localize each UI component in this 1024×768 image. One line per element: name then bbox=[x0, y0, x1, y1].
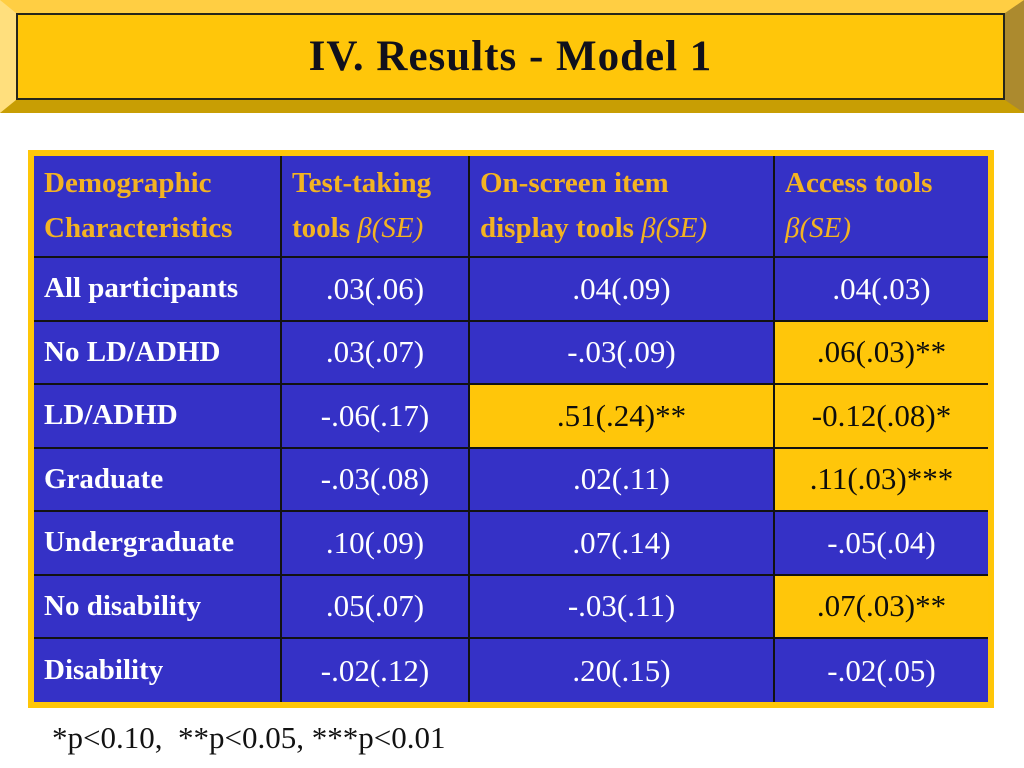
table-cell: .04(.09) bbox=[468, 256, 775, 322]
header-line2: Characteristics bbox=[44, 212, 233, 244]
header-line1: Test-taking bbox=[292, 167, 432, 200]
table-cell: -.06(.17) bbox=[280, 383, 470, 449]
table-cell: .04(.03) bbox=[773, 256, 992, 322]
row-label: No disability bbox=[30, 573, 282, 640]
table-cell: .07(.14) bbox=[468, 510, 775, 576]
header-line1: Access tools bbox=[785, 167, 933, 200]
header-line1: Demographic bbox=[44, 167, 212, 200]
title-banner: IV. Results - Model 1 bbox=[0, 0, 1024, 113]
col-header-test-taking-tools: Test-taking tools β(SE) bbox=[280, 152, 470, 258]
table-cell: -.02(.05) bbox=[773, 637, 992, 706]
table-row: Disability -.02(.12) .20(.15) -.02(.05) bbox=[30, 637, 992, 706]
table-cell: -.03(.08) bbox=[280, 446, 470, 513]
table-cell: .02(.11) bbox=[468, 446, 775, 513]
table-cell: .05(.07) bbox=[280, 573, 470, 640]
col-header-demographic-characteristics: Demographic Characteristics bbox=[30, 152, 282, 258]
results-table: Demographic Characteristics Test-taking to… bbox=[28, 150, 994, 708]
row-label: No LD/ADHD bbox=[30, 319, 282, 386]
col-header-access-tools: Access tools β(SE) bbox=[773, 152, 992, 258]
table-row: No LD/ADHD .03(.07) -.03(.09) .06(.03)** bbox=[30, 319, 992, 386]
col-header-on-screen-item-display-tools: On-screen item display tools β(SE) bbox=[468, 152, 775, 258]
table-cell: .51(.24)** bbox=[468, 383, 775, 449]
table-cell: -.03(.09) bbox=[468, 319, 775, 386]
header-line1: On-screen item bbox=[480, 167, 669, 200]
table-cell: .07(.03)** bbox=[773, 573, 992, 640]
significance-footnote: *p<0.10, **p<0.05, ***p<0.01 bbox=[52, 720, 446, 755]
header-line2: tools bbox=[292, 212, 358, 244]
row-label: Disability bbox=[30, 637, 282, 706]
table-row: Undergraduate .10(.09) .07(.14) -.05(.04… bbox=[30, 510, 992, 576]
table-row: Graduate -.03(.08) .02(.11) .11(.03)*** bbox=[30, 446, 992, 513]
table-cell: .06(.03)** bbox=[773, 319, 992, 386]
slide-title: IV. Results - Model 1 bbox=[308, 33, 713, 80]
row-label: All participants bbox=[30, 256, 282, 322]
title-banner-face: IV. Results - Model 1 bbox=[16, 13, 1005, 100]
row-label: LD/ADHD bbox=[30, 383, 282, 449]
table-cell: .20(.15) bbox=[468, 637, 775, 706]
table-cell: .11(.03)*** bbox=[773, 446, 992, 513]
table-cell: .03(.06) bbox=[280, 256, 470, 322]
table-cell: -.03(.11) bbox=[468, 573, 775, 640]
row-label: Graduate bbox=[30, 446, 282, 513]
beta-se-label: β(SE) bbox=[357, 212, 424, 244]
table-row: No disability .05(.07) -.03(.11) .07(.03… bbox=[30, 573, 992, 640]
table-row: All participants .03(.06) .04(.09) .04(.… bbox=[30, 256, 992, 322]
header-row: Demographic Characteristics Test-taking to… bbox=[30, 152, 992, 258]
table-cell: -.05(.04) bbox=[773, 510, 992, 576]
table-cell: -0.12(.08)* bbox=[773, 383, 992, 449]
header-line2: display tools bbox=[480, 212, 642, 244]
table-row: LD/ADHD -.06(.17) .51(.24)** -0.12(.08)* bbox=[30, 383, 992, 449]
row-label: Undergraduate bbox=[30, 510, 282, 576]
table-cell: -.02(.12) bbox=[280, 637, 470, 706]
table-cell: .03(.07) bbox=[280, 319, 470, 386]
beta-se-label: β(SE) bbox=[785, 212, 851, 244]
beta-se-label: β(SE) bbox=[641, 212, 708, 244]
table-cell: .10(.09) bbox=[280, 510, 470, 576]
